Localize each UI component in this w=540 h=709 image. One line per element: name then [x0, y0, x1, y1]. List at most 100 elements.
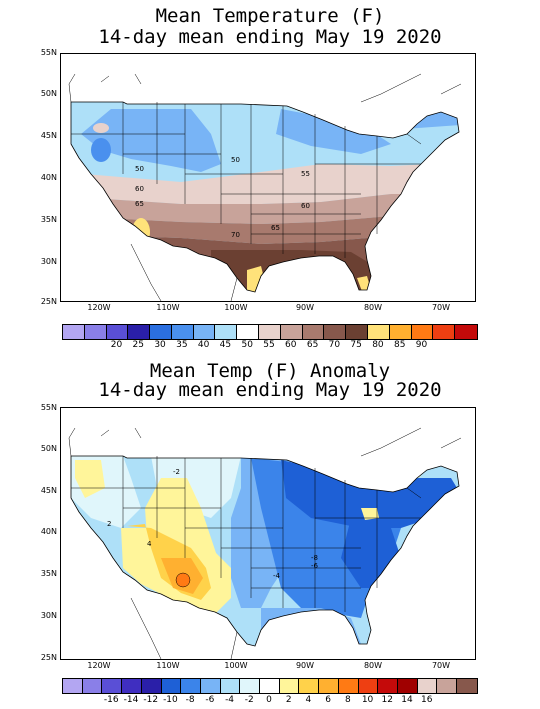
colorbar-swatch: [389, 325, 412, 339]
lat-label: 50N: [40, 89, 57, 98]
lat-label: 55N: [40, 48, 57, 57]
colorbar-swatch: [457, 679, 477, 693]
temperature-map: 50 60 65 50 55 60 65 70: [60, 53, 476, 302]
colorbar-swatch: [122, 679, 142, 693]
colorbar-label: 12: [381, 695, 393, 705]
mean-temperature-panel: Mean Temperature (F) 14-day mean ending …: [40, 5, 478, 350]
colorbar-swatch: [455, 325, 477, 339]
lon-label: 80W: [363, 661, 383, 670]
colorbar-swatch: [215, 325, 238, 339]
contour-label: -4: [273, 572, 281, 580]
lon-label: 100W: [224, 661, 248, 670]
lat-label: 55N: [40, 403, 57, 412]
lat-label: 40N: [40, 173, 57, 182]
colorbar-swatch: [338, 679, 359, 693]
colorbar-label: -4: [225, 695, 235, 705]
colorbar-swatch: [171, 325, 194, 339]
lat-label: 45N: [40, 486, 57, 495]
colorbar-swatch: [302, 325, 325, 339]
lat-label: 30N: [40, 611, 57, 620]
map-subtitle: 14-day mean ending May 19 2020: [98, 379, 442, 401]
colorbar-label: 14: [401, 695, 413, 705]
anomaly-map-svg: -2 2 4 -6 -4 -8: [68, 427, 462, 659]
contour-label: 2: [107, 520, 111, 528]
colorbar-label: 45: [219, 340, 232, 350]
colorbar-label: 25: [132, 340, 144, 350]
colorbar-swatch: [299, 679, 320, 693]
lon-label: 90W: [295, 303, 315, 312]
contour-label: 65: [135, 200, 144, 208]
lon-label: 70W: [431, 661, 451, 670]
colorbar-label: -12: [143, 695, 159, 705]
colorbar-swatch: [433, 325, 456, 339]
contour-label: -6: [311, 562, 319, 570]
colorbar-label: 40: [197, 340, 210, 350]
colorbar-swatch: [106, 325, 129, 339]
colorbar-swatch: [417, 679, 438, 693]
colorbar-swatch: [128, 325, 151, 339]
contour-label: -2: [173, 468, 180, 476]
lat-label: 25N: [40, 297, 57, 306]
colorbar-label: -14: [123, 695, 139, 705]
anomaly-map: -2 2 4 -6 -4 -8: [60, 407, 476, 660]
contour-label: 55: [301, 170, 310, 178]
colorbar-swatch: [141, 679, 162, 693]
lat-label: 30N: [40, 257, 57, 266]
contour-label: 50: [135, 165, 144, 173]
colorbar-swatch: [260, 679, 280, 693]
contour-label: 65: [271, 224, 280, 232]
lat-label: 35N: [40, 569, 57, 578]
colorbar-swatch: [150, 325, 172, 339]
colorbar-label: 50: [241, 340, 253, 350]
colorbar-label: -16: [103, 695, 119, 705]
colorbar-label: 10: [361, 695, 374, 705]
colorbar-swatch: [63, 679, 83, 693]
temperature-map-svg: 50 60 65 50 55 60 65 70: [68, 73, 462, 301]
lon-label: 120W: [87, 303, 111, 312]
colorbar-label: 2: [285, 695, 292, 705]
colorbar-label: 80: [372, 340, 384, 350]
colorbar-swatch: [358, 679, 379, 693]
colorbar-label: 4: [305, 695, 312, 705]
colorbar-swatch: [346, 325, 368, 339]
colorbar-swatch: [193, 325, 216, 339]
colorbar-label: 30: [154, 340, 166, 350]
lon-label: 110W: [156, 661, 180, 670]
contour-label: -8: [311, 554, 318, 562]
colorbar-label: 85: [394, 340, 406, 350]
colorbar-label: 20: [110, 340, 123, 350]
anomaly-colorbar: [62, 678, 478, 694]
colorbar-swatch: [200, 679, 221, 693]
temperature-colorbar: [62, 324, 478, 340]
lon-label: 90W: [295, 661, 315, 670]
colorbar-swatch: [240, 679, 261, 693]
colorbar-swatch: [181, 679, 201, 693]
map-title: Mean Temperature (F): [155, 5, 385, 27]
lon-label: 100W: [224, 303, 248, 312]
colorbar-swatch: [220, 679, 241, 693]
colorbar-swatch: [280, 325, 303, 339]
colorbar-label: -6: [205, 695, 215, 705]
lon-label: 70W: [431, 303, 451, 312]
colorbar-label: -2: [244, 695, 254, 705]
colorbar-label: 65: [306, 340, 319, 350]
contour-label: 50: [231, 156, 240, 164]
colorbar-swatch: [378, 679, 398, 693]
colorbar-swatch: [367, 325, 390, 339]
colorbar-label: -10: [163, 695, 178, 705]
colorbar-label: 8: [344, 695, 351, 705]
colorbar-label: 60: [285, 340, 297, 350]
colorbar-swatch: [63, 325, 85, 339]
temperature-anomaly-panel: Mean Temp (F) Anomaly 14-day mean ending…: [0, 355, 540, 709]
colorbar-swatch: [324, 325, 347, 339]
lon-label: 120W: [87, 661, 111, 670]
map-subtitle: 14-day mean ending May 19 2020: [98, 26, 442, 48]
colorbar-label: -8: [185, 695, 195, 705]
colorbar-label: 90: [415, 340, 428, 350]
colorbar-label: 70: [328, 340, 341, 350]
lat-label: 50N: [40, 444, 57, 453]
colorbar-swatch: [259, 325, 281, 339]
colorbar-label: 35: [176, 340, 188, 350]
colorbar-label: 75: [350, 340, 362, 350]
colorbar-label: 55: [263, 340, 275, 350]
